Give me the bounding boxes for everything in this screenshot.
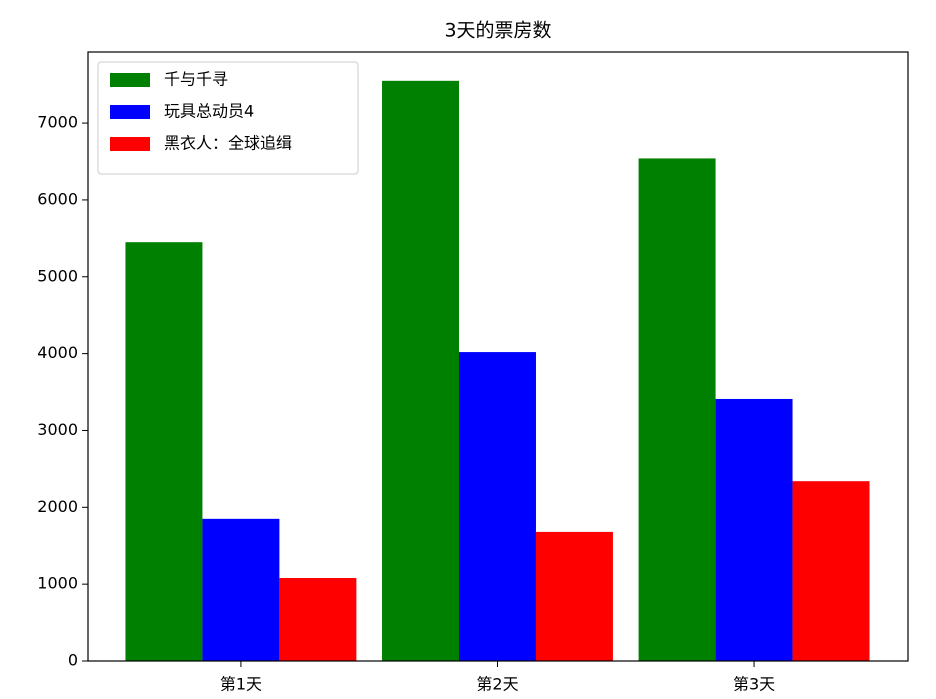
bar [715,398,793,661]
bar [638,158,716,661]
bar [125,242,203,661]
y-tick-label: 3000 [37,420,78,439]
legend-label: 玩具总动员4 [164,102,254,121]
bar [792,481,870,661]
x-tick-label: 第3天 [733,675,775,694]
legend-label: 千与千寻 [164,70,228,89]
x-tick-label: 第1天 [220,675,262,694]
plot-frame [87,51,909,662]
chart-title: 3天的票房数 [444,20,551,42]
bar [202,518,280,661]
y-tick-label: 5000 [37,266,78,285]
legend-label: 黑衣人：全球追缉 [164,134,292,153]
y-tick-label: 6000 [37,189,78,208]
y-tick-label: 1000 [37,574,78,593]
legend-swatch [110,137,150,151]
bar [535,531,613,661]
bar [382,80,460,662]
legend-swatch [110,73,150,87]
y-tick-label: 0 [68,651,78,670]
bar [279,578,357,661]
legend-swatch [110,105,150,119]
y-tick-label: 7000 [37,113,78,132]
bar [459,352,536,661]
y-tick-label: 4000 [37,343,78,362]
legend-box [97,61,359,175]
x-tick-label: 第2天 [476,675,518,694]
y-tick-label: 2000 [37,497,78,516]
